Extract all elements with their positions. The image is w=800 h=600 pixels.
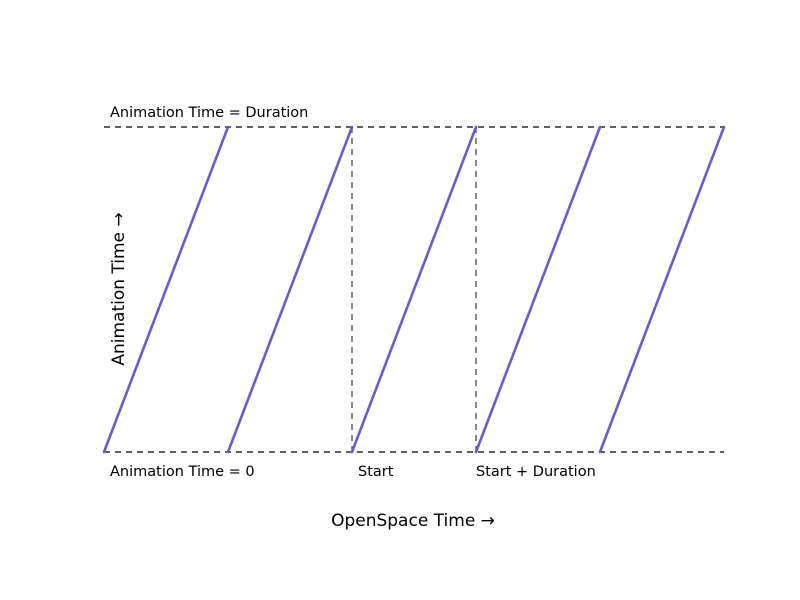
- sawtooth-segment-1: [102, 125, 230, 454]
- bottom-line-label: Animation Time = 0: [110, 464, 255, 480]
- sawtooth-segment-2: [226, 125, 354, 454]
- y-axis-label: Animation Time →: [109, 212, 129, 365]
- end-label: Start + Duration: [476, 464, 596, 480]
- start-label: Start: [358, 464, 394, 480]
- sawtooth-segment-3: [350, 125, 478, 454]
- sawtooth-segment-5: [598, 125, 726, 454]
- top-line-label: Animation Time = Duration: [110, 105, 308, 121]
- sawtooth-series: [102, 125, 726, 454]
- x-axis-label: OpenSpace Time →: [331, 511, 495, 531]
- sawtooth-segment-4: [474, 125, 602, 454]
